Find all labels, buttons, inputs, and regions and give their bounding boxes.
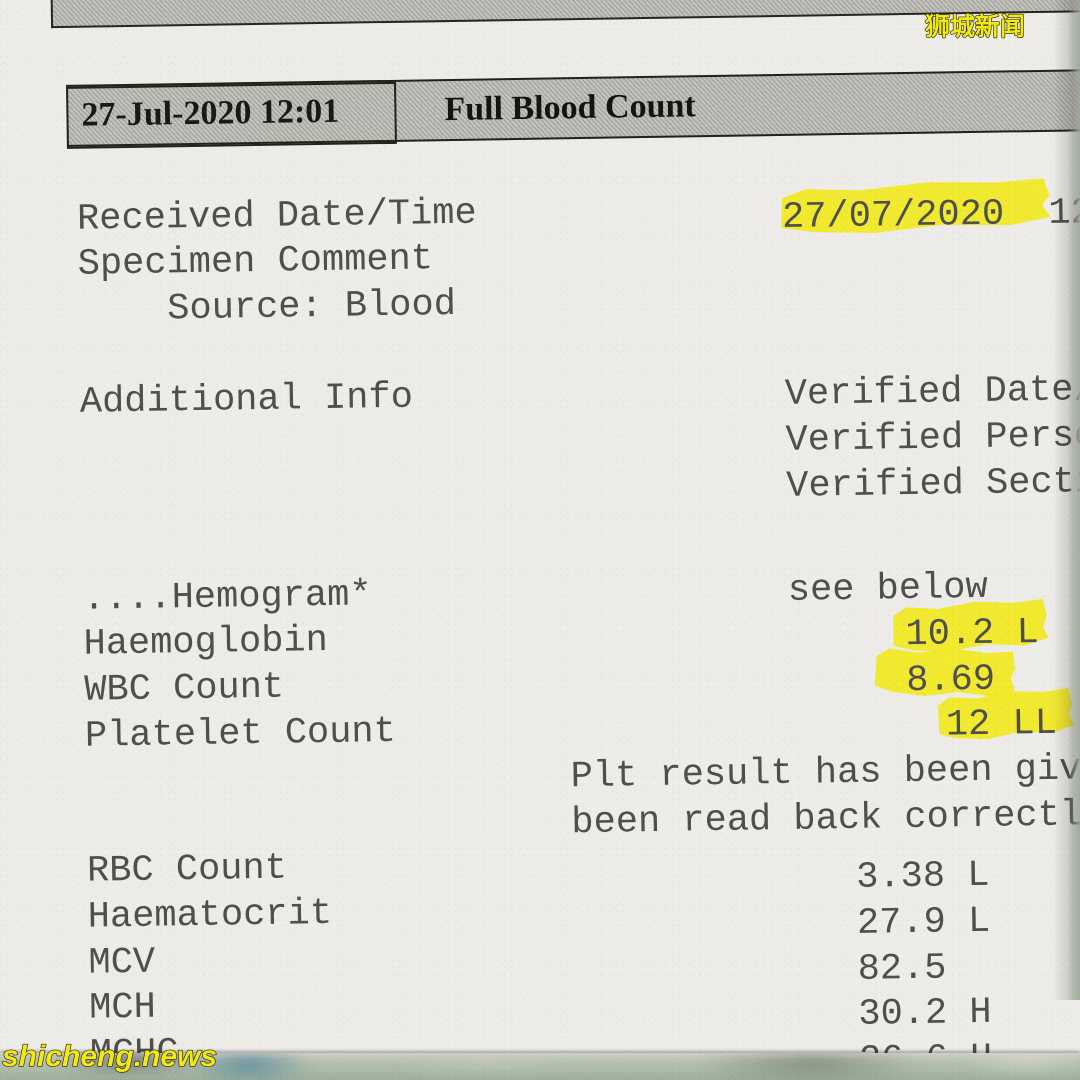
svg-text:shicheng.news: shicheng.news — [2, 1040, 217, 1073]
svg-text:狮城新闻: 狮城新闻 — [925, 12, 1025, 41]
